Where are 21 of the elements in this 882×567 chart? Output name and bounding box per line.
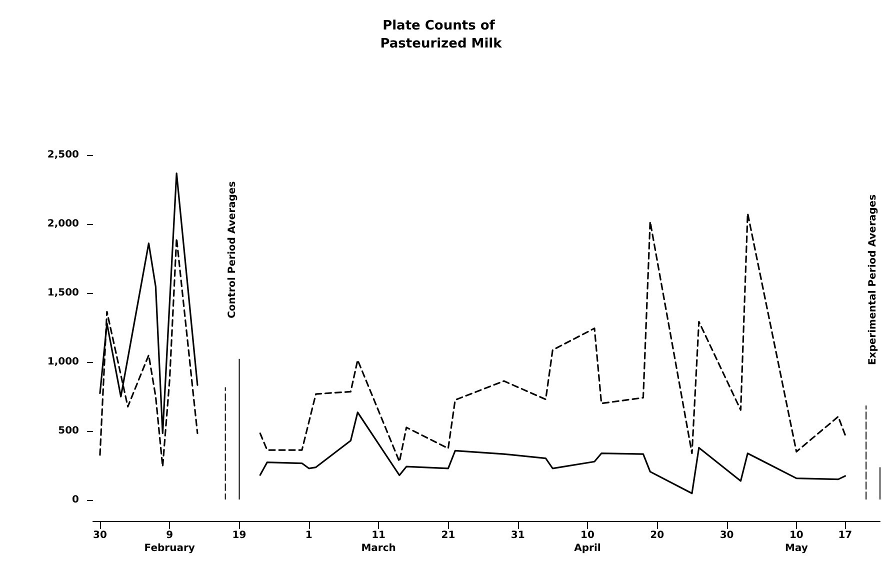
x-tick-label: 30 bbox=[93, 530, 107, 541]
y-tick-label: 2,500 bbox=[47, 150, 80, 160]
x-tick-label: 30 bbox=[720, 530, 734, 541]
chart-title: Plate Counts of Pasteurized Milk bbox=[380, 18, 502, 52]
x-tick-label: 1 bbox=[305, 530, 312, 541]
y-tick-label: 0 bbox=[72, 494, 80, 506]
x-tick-label: 9 February bbox=[144, 530, 196, 554]
y-tick-label: 2,000 bbox=[47, 218, 80, 230]
y-tick-label: 500 bbox=[58, 426, 80, 436]
x-tick-label: 19 bbox=[232, 530, 246, 541]
x-tick-label: 11 March bbox=[361, 530, 396, 554]
x-tick-label: 17 bbox=[838, 530, 852, 541]
x-tick-label: 31 bbox=[510, 530, 525, 541]
y-tick-label: 1,500 bbox=[47, 288, 80, 298]
x-tick-label: 10 April bbox=[574, 530, 601, 554]
annotation: Control Period Averages bbox=[226, 181, 238, 318]
x-tick-label: 10 May bbox=[784, 530, 808, 554]
y-tick-label: 1,000 bbox=[47, 356, 80, 368]
x-tick-label: 20 bbox=[650, 530, 664, 541]
x-tick-label: 21 bbox=[441, 530, 456, 541]
annotation: Experimental Period Averages bbox=[868, 194, 879, 366]
